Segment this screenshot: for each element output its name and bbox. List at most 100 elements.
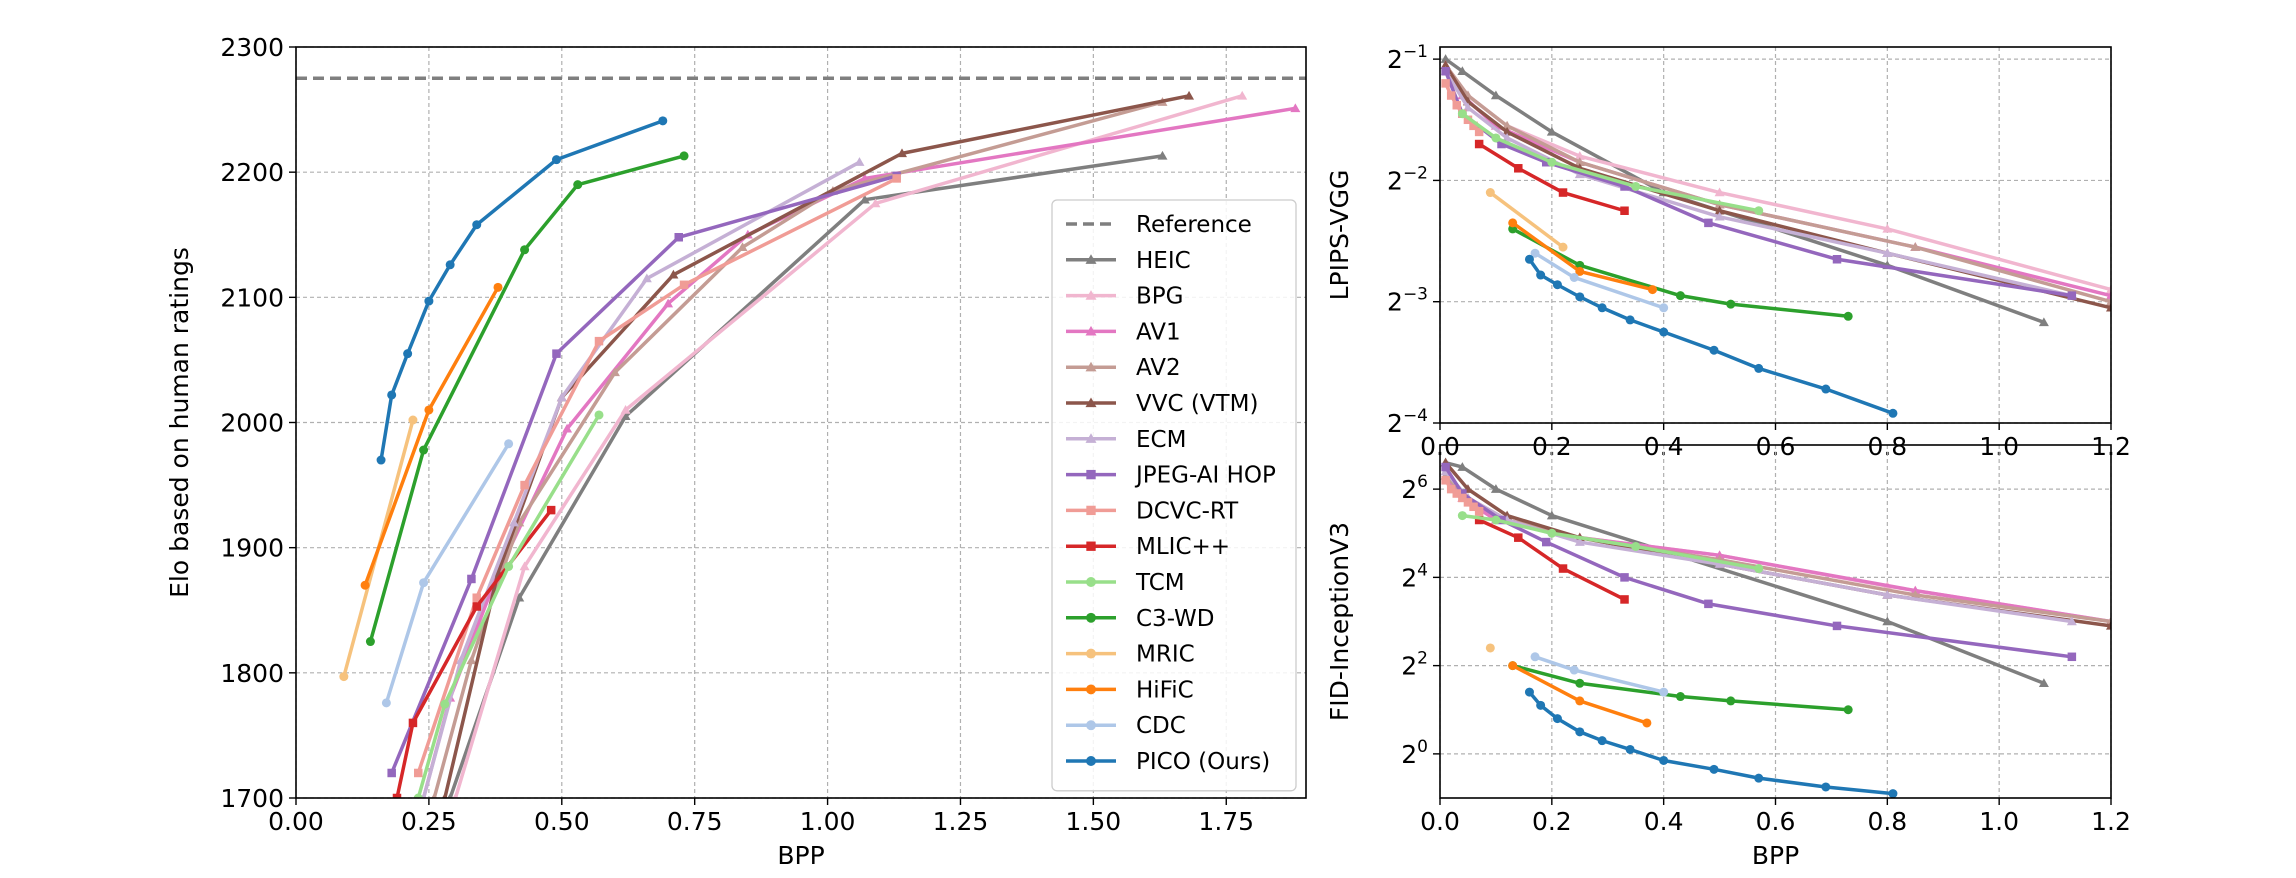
fid-point-ecm [1714,559,1725,568]
legend-marker [1085,361,1097,372]
elo-x-tick-label: 0.00 [268,807,324,836]
elo-point-vvc-vtm [441,793,448,798]
lpips-y-tick-label: 2−2 [1387,163,1428,195]
fid-point-jpeg-ai-hop [1704,599,1713,609]
legend-label: TCM [1135,570,1185,596]
elo-x-tick-label: 1.00 [800,807,856,836]
lpips-point-dcvc-rt [1452,100,1462,110]
fid-series-cdc [1530,652,1669,697]
lpips-point-av1 [2106,290,2111,300]
elo-point-bpg [620,404,631,414]
fid-point-c3-wd [1726,696,1736,706]
fid-x-tick-label: 0.4 [1644,807,1684,836]
fid-point-av2 [1910,590,1921,599]
lpips-line-bpg [1444,64,2111,292]
fid-series-tcm [1457,511,1764,574]
elo-series-bpg [452,90,1248,798]
lpips-point-bpg [1714,187,1725,197]
elo-point-bpg [519,561,530,571]
fid-point-av1 [1714,550,1725,560]
lpips-point-c3-wd [1675,291,1685,301]
lpips-point-ecm [1502,132,1513,142]
elo-point-heic [859,194,870,204]
elo-line-ecm [421,160,861,798]
elo-point-pico-ours [472,220,482,230]
elo-point-av1 [663,298,674,308]
lpips-point-jpeg-ai-hop [1497,139,1506,149]
lpips-point-heic [1490,90,1501,100]
lpips-point-hific [1647,285,1657,295]
fid-series-hific [1508,661,1652,728]
lpips-series-tcm [1457,109,1764,216]
fid-point-cdc [1569,665,1579,675]
fid-point-heic [1490,484,1501,493]
fid-point-ecm [1882,590,1893,599]
elo-point-jpeg-ai-hop [674,233,683,242]
lpips-point-tcm [1457,109,1467,119]
fid-grid [1439,445,2112,798]
lpips-point-cdc [1530,248,1540,258]
elo-point-hific [360,580,370,590]
elo-y-tick-label: 2000 [220,409,284,438]
fid-point-dcvc-rt [1469,502,1478,512]
fid-point-tcm [1754,564,1764,574]
legend-item-jpeg-ai-hop: JPEG-AI HOP [1066,463,1276,489]
legend-marker [1086,648,1096,659]
fid-y-tick-label: 26 [1401,472,1428,504]
fid-y-axis-label: FID-InceptionV3 [1325,522,1354,721]
elo-chart: 0.00 0.25 0.50 0.75 1.00 1.25 1.50 1.75 1700 1800… [165,33,1307,870]
lpips-point-pico-ours [1552,280,1562,290]
lpips-point-pico-ours [1754,363,1764,373]
lpips-chart: 0.0 0.2 0.4 0.6 0.8 1.0 1.22−12−22−32−4LPIPS-V… [1325,42,2131,461]
lpips-point-ecm [1714,211,1725,221]
elo-point-mric [339,672,349,682]
lpips-point-pico-ours [1821,384,1831,394]
legend-item-cdc: CDC [1066,713,1186,739]
fid-point-heic [1882,616,1893,626]
fid-point-tcm [1457,511,1467,521]
lpips-frame [1439,46,2112,424]
elo-y-tick-label: 1700 [220,784,284,813]
fid-point-jpeg-ai-hop [2067,652,2077,662]
legend-item-heic: HEIC [1066,248,1191,274]
fid-series-vvc-vtm [1440,457,2111,630]
legend-item-mlic: MLIC++ [1066,534,1230,560]
elo-point-tcm [504,561,514,571]
lpips-grid [1439,47,2112,424]
fid-point-jpeg-ai-hop [1832,621,1842,631]
legend-item-bpg: BPG [1066,284,1183,310]
legend-item-tcm: TCM [1066,570,1185,596]
fid-point-dcvc-rt [1458,493,1467,503]
lpips-point-tcm [1491,133,1501,143]
fid-point-heic [1457,462,1468,471]
elo-series-c3-wd [365,151,689,647]
lpips-point-ecm [1882,248,1893,257]
legend-marker [1085,254,1097,264]
fid-line-c3-wd [1512,663,1849,712]
elo-point-tcm [594,410,604,420]
legend-label: VVC (VTM) [1136,391,1258,417]
elo-point-vvc-vtm [668,269,679,279]
fid-series-av2 [1440,470,2111,626]
lpips-point-bpg [1574,151,1585,160]
legend-item-c3-wd: C3-WD [1066,606,1215,632]
legend-item-mric: MRIC [1066,642,1195,668]
elo-point-pico-ours [658,116,668,126]
legend-label: PICO (Ours) [1136,749,1270,775]
lpips-point-ecm [1462,102,1473,112]
elo-point-hific [493,282,503,292]
legend-label: BPG [1136,284,1183,310]
legend-marker [1086,756,1096,766]
legend-label: AV2 [1136,355,1181,381]
fid-x-tick-label: 1.0 [1979,807,2019,836]
elo-point-dcvc-rt [892,174,901,183]
elo-series-cdc [381,439,514,708]
lpips-point-heic [1546,126,1557,136]
lpips-point-jpeg-ai-hop [2067,291,2077,300]
elo-point-bpg [1237,90,1248,100]
elo-y-axis-label: Elo based on human ratings [165,247,194,598]
elo-line-jpeg-ai-hop [390,174,898,774]
elo-point-dcvc-rt [679,280,689,290]
elo-point-mric [408,415,418,425]
elo-point-heic [1157,150,1168,160]
